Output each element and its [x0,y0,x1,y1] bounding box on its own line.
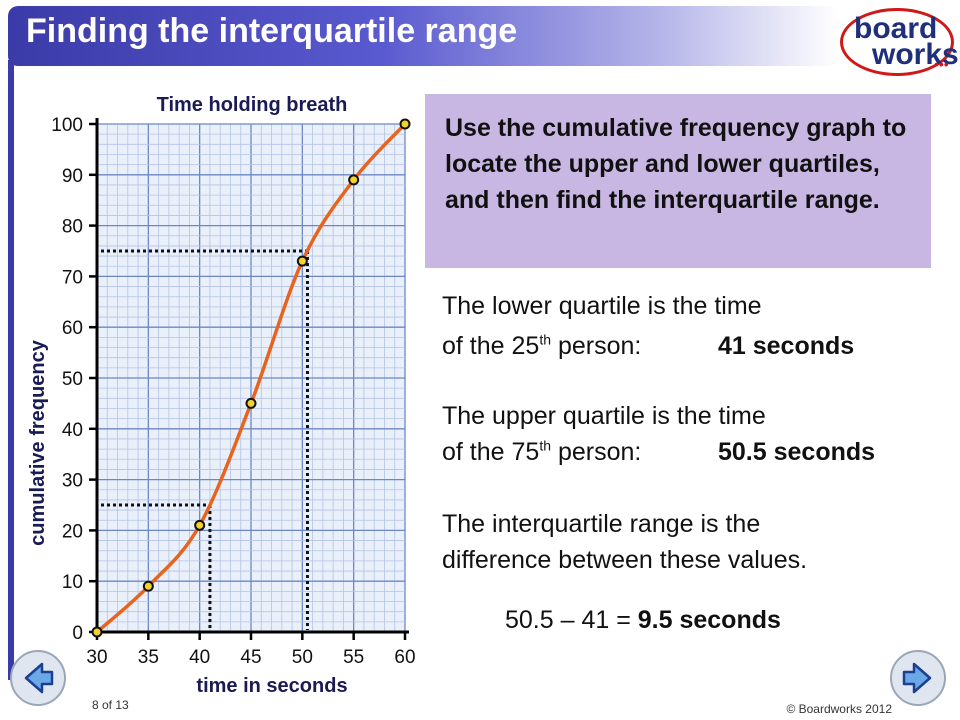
slide-title: Finding the interquartile range [26,12,518,50]
data-point [399,118,411,130]
upper-quartile-line2: of the 75th person: [442,435,641,469]
y-tick-label: 30 [62,471,83,492]
chart-points [91,118,411,638]
x-tick-label: 40 [189,647,210,668]
y-tick-label: 100 [51,115,83,136]
quartile-lines [101,249,309,630]
x-tick-label: 60 [394,647,415,668]
cumulative-frequency-chart: 0 10 20 30 40 50 60 70 80 90 100 30 35 40 45 50 55 60 Tim… [27,94,416,697]
data-point [348,174,360,186]
y-tick-label: 90 [62,166,83,187]
y-tick-label: 70 [62,267,83,288]
upper-quartile-text-b: person: [551,438,642,466]
page-number: 8 of 13 [92,698,129,712]
chart-grid [96,123,406,633]
chart-ticks: 0 10 20 30 40 50 60 70 80 90 100 30 35 40 45 50 55 60 [51,115,415,668]
iqr-calc-result: 9.5 seconds [637,606,781,634]
lower-quartile-value: 41 seconds [718,332,855,360]
upper-quartile-text-a: of the 75 [442,438,540,466]
y-tick-label: 20 [62,521,83,542]
y-tick-label: 40 [62,420,83,441]
iqr-line2: difference between these values. [442,546,808,574]
logo-dots: ••• [934,56,949,72]
left-rule [8,60,14,680]
y-tick-label: 10 [62,572,83,593]
logo-text-works: works [872,38,959,71]
data-point [91,626,103,638]
y-tick-label: 60 [62,318,83,339]
x-tick-label: 55 [343,647,364,668]
data-point [296,255,308,267]
y-tick-label: 80 [62,217,83,238]
lower-quartile-text-a: of the 25 [442,332,540,360]
lower-quartile-sup: th [539,331,551,348]
y-axis-label: cumulative frequency [27,339,49,546]
x-tick-label: 50 [292,647,313,668]
data-point [142,580,154,592]
arrow-right-icon [902,662,932,694]
lower-quartile-text-b: person: [551,332,642,360]
title-bar [8,6,838,66]
iqr-calc-expression: 50.5 – 41 = [505,606,638,634]
y-tick-label: 0 [72,623,83,644]
prev-slide-button[interactable] [10,650,66,706]
copyright: © Boardworks 2012 [786,702,892,716]
x-tick-label: 30 [86,647,107,668]
x-tick-label: 35 [138,647,159,668]
lower-quartile-line1: The lower quartile is the time [442,292,762,320]
instruction-callout: Use the cumulative frequency graph to lo… [425,94,931,268]
upper-quartile-sup: th [539,437,551,454]
iqr-calculation: 50.5 – 41 = 9.5 seconds [505,603,781,637]
logo-ring [840,8,954,76]
lower-quartile-line2: of the 25th person: [442,329,641,363]
x-axis-label: time in seconds [196,675,347,697]
data-point [194,519,206,531]
x-tick-label: 45 [240,647,261,668]
data-point [245,397,257,409]
chart-title: Time holding breath [157,94,348,116]
instruction-text: Use the cumulative frequency graph to lo… [445,114,907,214]
upper-quartile-value: 50.5 seconds [718,438,876,466]
arrow-left-icon [24,662,54,694]
upper-quartile-line1: The upper quartile is the time [442,402,766,430]
next-slide-button[interactable] [890,650,946,706]
iqr-line1: The interquartile range is the [442,510,761,538]
boardworks-logo: board works ••• [836,4,959,76]
logo-text-board: board [854,12,938,45]
y-tick-label: 50 [62,369,83,390]
